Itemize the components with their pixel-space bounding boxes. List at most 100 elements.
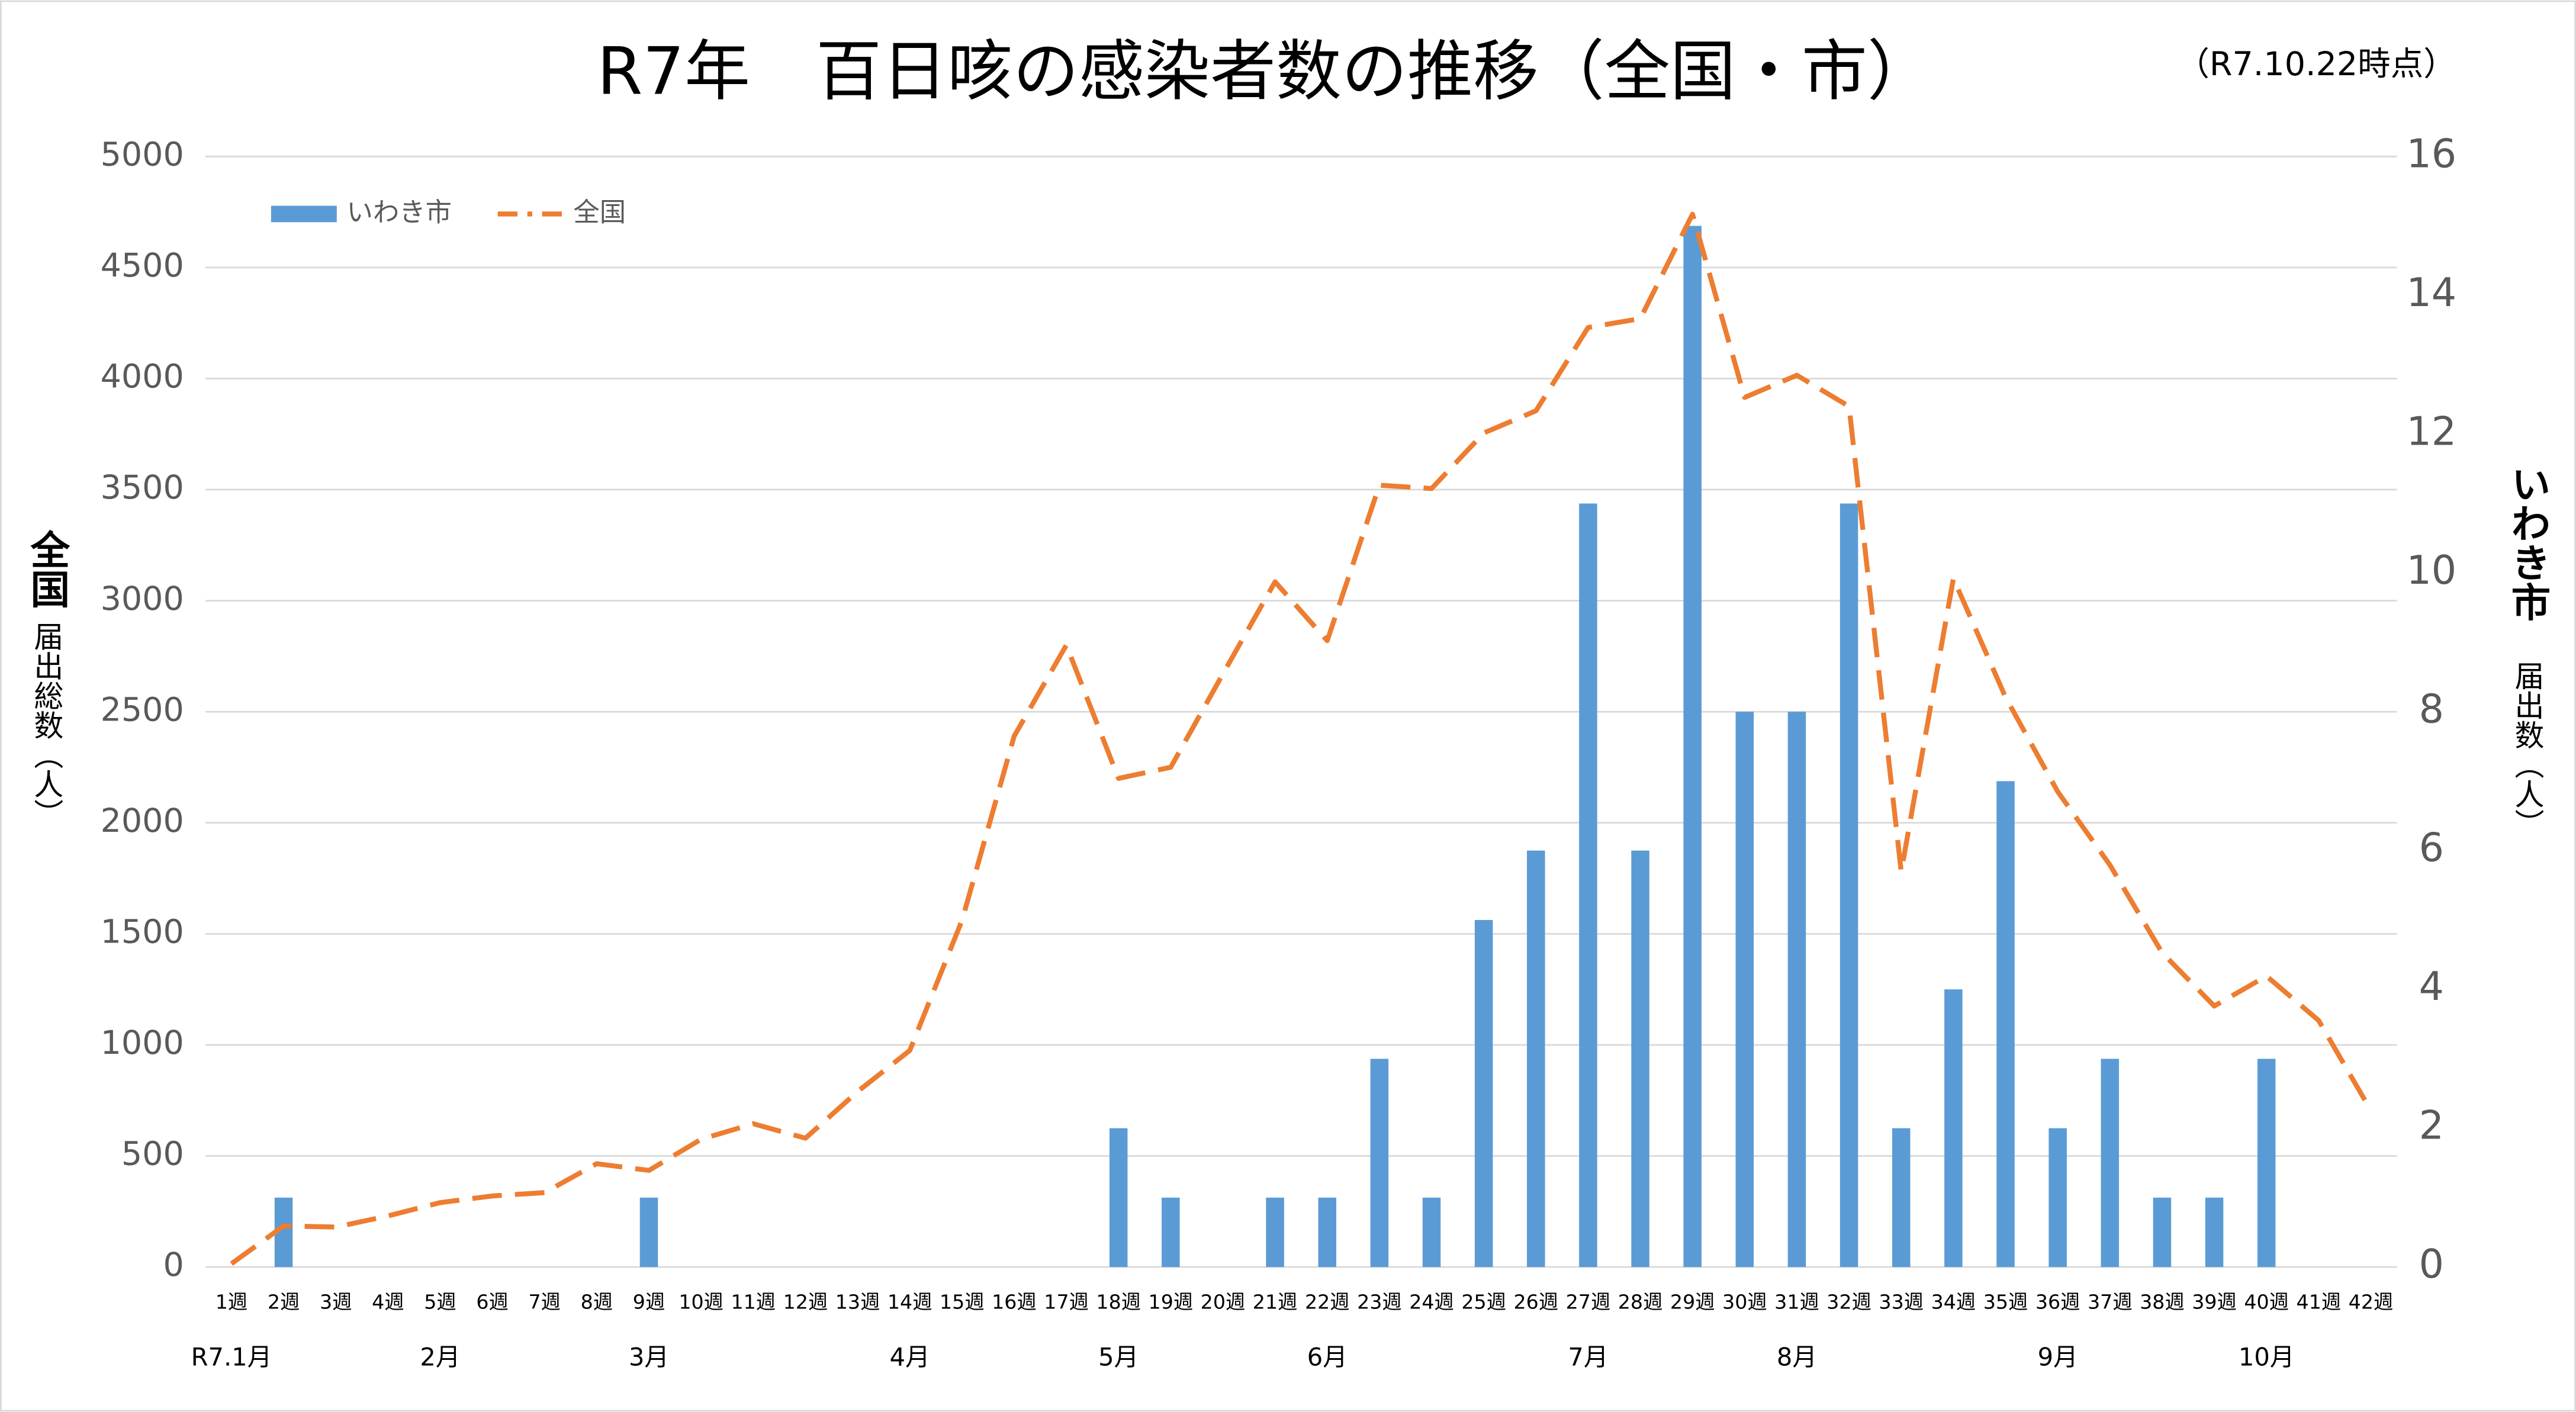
x-tick-label: 8週 bbox=[581, 1291, 613, 1314]
y-tick-label: 3000 bbox=[101, 580, 184, 618]
x-tick-label: 21週 bbox=[1253, 1291, 1298, 1314]
x-tick-label: 14週 bbox=[887, 1291, 932, 1314]
x-tick-label: 38週 bbox=[2140, 1291, 2185, 1314]
x-tick-label: 39週 bbox=[2192, 1291, 2237, 1314]
bar bbox=[1631, 850, 1649, 1268]
x-tick-label: 37週 bbox=[2088, 1291, 2133, 1314]
bar bbox=[2257, 1059, 2276, 1268]
y-tick-label: 2500 bbox=[101, 690, 184, 729]
bar bbox=[2205, 1197, 2224, 1268]
x-tick-label: 5週 bbox=[424, 1291, 456, 1314]
x-tick-label: 35週 bbox=[1983, 1291, 2028, 1314]
x-tick-label: 41週 bbox=[2297, 1291, 2342, 1314]
x-tick-label: 25週 bbox=[1461, 1291, 1506, 1314]
bar bbox=[1266, 1197, 1284, 1268]
y-tick-label: 3500 bbox=[101, 468, 184, 507]
y2-tick-label: 12 bbox=[2406, 408, 2456, 454]
bar bbox=[1944, 989, 1963, 1268]
y-tick-label: 5000 bbox=[101, 135, 184, 173]
y-tick-label: 4500 bbox=[101, 246, 184, 285]
x-tick-label: 4週 bbox=[372, 1291, 404, 1314]
bar bbox=[2153, 1197, 2172, 1268]
x-tick-label: 16週 bbox=[992, 1291, 1037, 1314]
x-tick-label: 7週 bbox=[529, 1291, 561, 1314]
x-tick-label: 27週 bbox=[1566, 1291, 1611, 1314]
bar bbox=[2101, 1059, 2120, 1268]
y2-axis-title: いわき市 bbox=[2505, 464, 2551, 621]
y-axis-title: 全国 bbox=[24, 529, 70, 609]
x-tick-label: 33週 bbox=[1879, 1291, 1924, 1314]
y2-tick-label: 4 bbox=[2419, 963, 2444, 1009]
x-tick-label: 18週 bbox=[1096, 1291, 1141, 1314]
x-tick-label: 30週 bbox=[1722, 1291, 1767, 1314]
bar bbox=[1683, 226, 1702, 1268]
x-tick-label: 23週 bbox=[1357, 1291, 1402, 1314]
bar bbox=[1527, 850, 1545, 1268]
bar bbox=[1422, 1197, 1441, 1268]
y-tick-label: 1000 bbox=[101, 1024, 184, 1062]
bar bbox=[1370, 1059, 1389, 1268]
x-tick-label: 9週 bbox=[633, 1291, 665, 1314]
bar bbox=[2048, 1128, 2067, 1268]
y-tick-label: 1500 bbox=[101, 912, 184, 951]
x-tick-label: 22週 bbox=[1305, 1291, 1350, 1314]
month-label: 6月 bbox=[1307, 1343, 1348, 1372]
x-tick-label: 34週 bbox=[1931, 1291, 1976, 1314]
x-tick-label: 2週 bbox=[268, 1291, 300, 1314]
x-tick-label: 13週 bbox=[835, 1291, 880, 1314]
month-label: 4月 bbox=[890, 1343, 930, 1372]
bar bbox=[1735, 712, 1754, 1268]
x-tick-label: 40週 bbox=[2244, 1291, 2289, 1314]
month-label: R7.1月 bbox=[191, 1343, 272, 1372]
y-tick-label: 4000 bbox=[101, 358, 184, 396]
legend-label: 全国 bbox=[573, 197, 626, 227]
bar bbox=[1109, 1128, 1128, 1268]
bar bbox=[639, 1197, 658, 1268]
bar bbox=[1579, 503, 1597, 1268]
bar bbox=[1162, 1197, 1180, 1268]
y2-tick-label: 14 bbox=[2406, 269, 2456, 316]
y2-tick-label: 16 bbox=[2406, 130, 2456, 176]
x-tick-label: 1週 bbox=[216, 1291, 247, 1314]
month-label: 10月 bbox=[2239, 1343, 2295, 1372]
month-label: 7月 bbox=[1568, 1343, 1608, 1372]
x-tick-label: 36週 bbox=[2035, 1291, 2080, 1314]
chart-title: R7年 百日咳の感染者数の推移（全国・市） bbox=[597, 34, 1932, 110]
y2-axis-subtitle: 届出数（人） bbox=[2510, 661, 2544, 838]
month-label: 3月 bbox=[629, 1343, 669, 1372]
bar bbox=[1996, 781, 2015, 1268]
line bbox=[230, 211, 2374, 1266]
y2-tick-label: 2 bbox=[2419, 1102, 2444, 1149]
x-tick-label: 3週 bbox=[320, 1291, 352, 1314]
month-label: 8月 bbox=[1777, 1343, 1817, 1372]
month-label: 5月 bbox=[1098, 1343, 1139, 1372]
y2-tick-label: 10 bbox=[2406, 547, 2456, 593]
x-tick-label: 12週 bbox=[783, 1291, 828, 1314]
month-label: 9月 bbox=[2038, 1343, 2078, 1372]
x-tick-label: 29週 bbox=[1670, 1291, 1715, 1314]
x-tick-label: 42週 bbox=[2349, 1291, 2394, 1314]
month-label: 2月 bbox=[420, 1343, 460, 1372]
legend-swatch bbox=[271, 205, 337, 223]
bar bbox=[1474, 919, 1493, 1268]
x-tick-label: 31週 bbox=[1774, 1291, 1819, 1314]
chart-subtitle: （R7.10.22時点） bbox=[2176, 45, 2456, 83]
x-tick-label: 28週 bbox=[1618, 1291, 1663, 1314]
y2-tick-label: 8 bbox=[2419, 686, 2444, 732]
bar bbox=[1892, 1128, 1911, 1268]
x-tick-label: 11週 bbox=[731, 1291, 776, 1314]
x-tick-label: 26週 bbox=[1513, 1291, 1558, 1314]
x-tick-label: 32週 bbox=[1826, 1291, 1871, 1314]
x-tick-label: 24週 bbox=[1409, 1291, 1454, 1314]
y-axis-subtitle: 届出総数（人） bbox=[29, 622, 63, 829]
x-tick-label: 17週 bbox=[1044, 1291, 1089, 1314]
y-tick-label: 500 bbox=[121, 1135, 184, 1173]
x-tick-label: 19週 bbox=[1149, 1291, 1194, 1314]
y2-tick-label: 6 bbox=[2419, 825, 2444, 871]
x-tick-label: 10週 bbox=[678, 1291, 723, 1314]
y2-tick-label: 0 bbox=[2419, 1241, 2444, 1287]
bar bbox=[1839, 503, 1858, 1268]
x-tick-label: 6週 bbox=[476, 1291, 508, 1314]
